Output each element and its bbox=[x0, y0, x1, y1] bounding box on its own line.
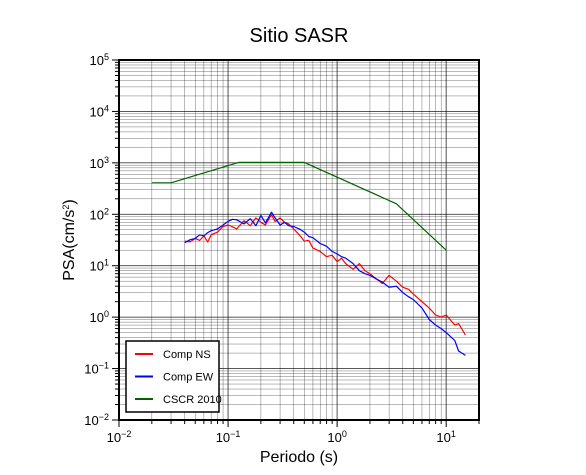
legend: Comp NS Comp EW CSCR 2010 bbox=[125, 340, 222, 413]
x-tick-label-base: 10 bbox=[216, 430, 230, 445]
y-tick-label-exponent: 0 bbox=[104, 309, 109, 319]
x-tick-label-exponent: 1 bbox=[451, 429, 456, 439]
series-line-comp-ew bbox=[184, 211, 466, 356]
y-tick-label-exponent: −1 bbox=[99, 361, 109, 371]
x-tick-label-base: 10 bbox=[436, 430, 450, 445]
x-tick-label: 10−2 bbox=[107, 429, 132, 445]
y-tick-label-exponent: 2 bbox=[104, 206, 109, 216]
y-tick-label-base: 10 bbox=[84, 362, 98, 377]
plot-area-frame bbox=[118, 59, 480, 421]
y-tick-label-exponent: 3 bbox=[104, 155, 109, 165]
y-tick-label-base: 10 bbox=[90, 104, 104, 119]
y-tick-label-base: 10 bbox=[90, 310, 104, 325]
x-tick-label-exponent: −1 bbox=[230, 429, 240, 439]
chart-title: Sitio SASR bbox=[250, 25, 349, 47]
series-line-cscr-2010 bbox=[151, 161, 447, 251]
y-tick-label-exponent: −2 bbox=[99, 412, 109, 422]
y-tick-label: 10−1 bbox=[84, 361, 109, 377]
legend-label-cscr-2010: CSCR 2010 bbox=[163, 394, 222, 406]
x-tick-label-exponent: 0 bbox=[342, 429, 347, 439]
x-tick-label-base: 10 bbox=[107, 430, 121, 445]
y-tick-label-exponent: 5 bbox=[104, 52, 109, 62]
y-tick-label-exponent: 4 bbox=[104, 103, 109, 113]
y-tick-label: 10−2 bbox=[84, 412, 109, 428]
legend-label-comp-ns: Comp NS bbox=[163, 349, 211, 361]
y-tick-label-base: 10 bbox=[84, 413, 98, 428]
y-tick-label: 104 bbox=[90, 103, 109, 119]
y-tick-label-base: 10 bbox=[90, 259, 104, 274]
y-tick-label: 101 bbox=[90, 258, 109, 274]
x-tick-label-exponent: −2 bbox=[121, 429, 131, 439]
y-axis-label: PSA(cm/s2) bbox=[61, 199, 78, 280]
y-tick-label-base: 10 bbox=[90, 207, 104, 222]
x-tick-label-base: 10 bbox=[327, 430, 341, 445]
y-tick-label-base: 10 bbox=[90, 156, 104, 171]
x-tick-label: 101 bbox=[436, 429, 455, 445]
y-axis-label-superscript: 2 bbox=[61, 205, 71, 210]
y-axis-label-close: ) bbox=[61, 199, 78, 204]
y-axis-label-base: PSA(cm/s bbox=[61, 210, 78, 281]
y-tick-label: 103 bbox=[90, 155, 109, 171]
y-tick-label-base: 10 bbox=[90, 53, 104, 68]
x-axis-label: Periodo (s) bbox=[260, 449, 338, 466]
series-layer bbox=[151, 161, 466, 356]
y-tick-label: 100 bbox=[90, 309, 109, 325]
y-tick-label-exponent: 1 bbox=[104, 258, 109, 268]
x-tick-label: 100 bbox=[327, 429, 346, 445]
legend-label-comp-ew: Comp EW bbox=[163, 372, 214, 384]
x-tick-label: 10−1 bbox=[216, 429, 241, 445]
y-tick-label: 105 bbox=[90, 52, 109, 68]
y-tick-label: 102 bbox=[90, 206, 109, 222]
series-line-comp-ns bbox=[184, 214, 466, 336]
